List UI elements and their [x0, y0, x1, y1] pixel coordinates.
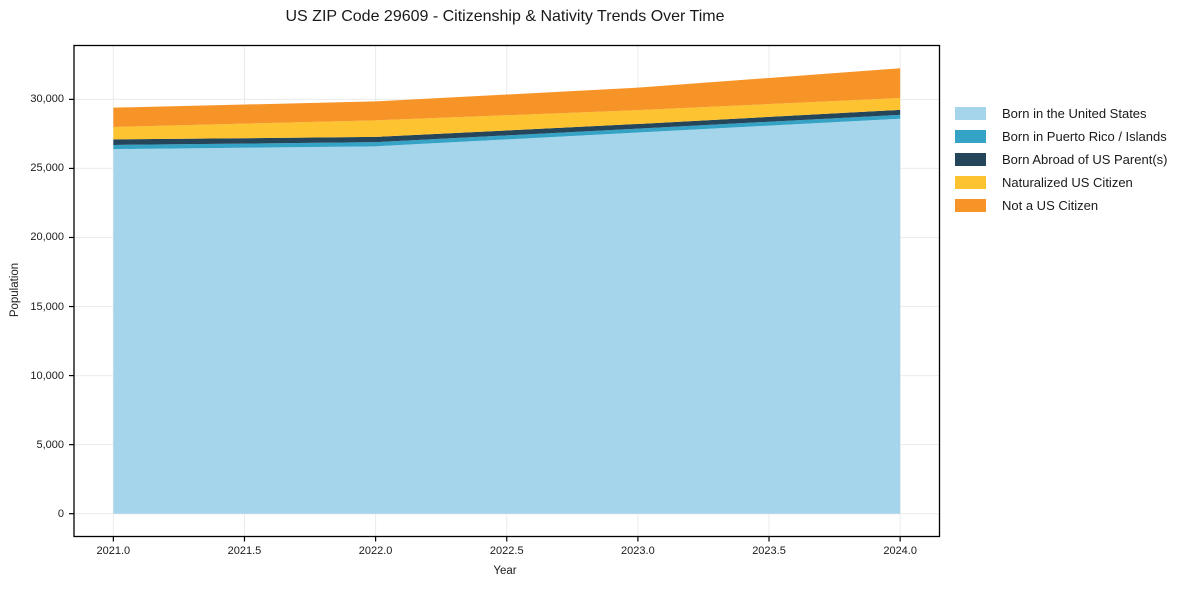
- legend-item-naturalized-us-citizen: Naturalized US Citizen: [955, 175, 1167, 190]
- legend-swatch: [955, 153, 986, 166]
- x-axis-label: Year: [493, 565, 517, 577]
- legend-item-not-a-us-citizen: Not a US Citizen: [955, 198, 1167, 213]
- x-tick-label: 2024.0: [883, 544, 917, 557]
- area-born-in-puerto-rico-islands: [113, 114, 901, 150]
- legend-label: Naturalized US Citizen: [1002, 175, 1133, 190]
- x-tick-label: 2022.5: [489, 544, 524, 557]
- legend-label: Not a US Citizen: [1002, 198, 1099, 213]
- y-tick-label: 5,000: [36, 438, 64, 451]
- area-not-a-us-citizen: [113, 68, 901, 127]
- y-tick-label: 30,000: [30, 93, 64, 106]
- legend-swatch: [955, 130, 986, 143]
- area-born-in-the-united-states: [113, 118, 901, 514]
- y-tick-label: 15,000: [30, 300, 64, 313]
- legend-item-born-in-puerto-rico-islands: Born in Puerto Rico / Islands: [955, 129, 1167, 144]
- legend-swatch: [955, 176, 986, 189]
- x-tick-label: 2021.5: [227, 544, 262, 557]
- y-tick-label: 10,000: [30, 369, 64, 382]
- area-naturalized-us-citizen: [113, 97, 901, 140]
- chart-title: US ZIP Code 29609 - Citizenship & Nativi…: [285, 8, 725, 25]
- legend-label: Born in Puerto Rico / Islands: [1002, 129, 1167, 144]
- x-tick-label: 2023.0: [621, 544, 655, 557]
- legend-item-born-in-the-united-states: Born in the United States: [955, 106, 1167, 121]
- x-tick-label: 2022.0: [358, 544, 393, 557]
- y-tick-label: 25,000: [30, 162, 64, 175]
- legend-label: Born in the United States: [1002, 106, 1147, 121]
- x-tick-label: 2021.0: [96, 544, 131, 557]
- legend: Born in the United States Born in Puerto …: [955, 106, 1168, 222]
- y-axis-label: Population: [9, 262, 22, 318]
- area-born-abroad-of-us-parent-s: [113, 109, 901, 145]
- legend-swatch: [955, 199, 986, 212]
- y-tick-label: 20,000: [30, 231, 64, 244]
- legend-item-born-abroad-of-us-parent-s: Born Abroad of US Parent(s): [955, 152, 1168, 167]
- y-axis-label-container: Population: [2, 160, 28, 420]
- x-tick-label: 2023.5: [752, 544, 786, 557]
- legend-swatch: [955, 107, 986, 120]
- legend-label: Born Abroad of US Parent(s): [1002, 152, 1168, 167]
- y-tick-label: 0: [57, 507, 64, 520]
